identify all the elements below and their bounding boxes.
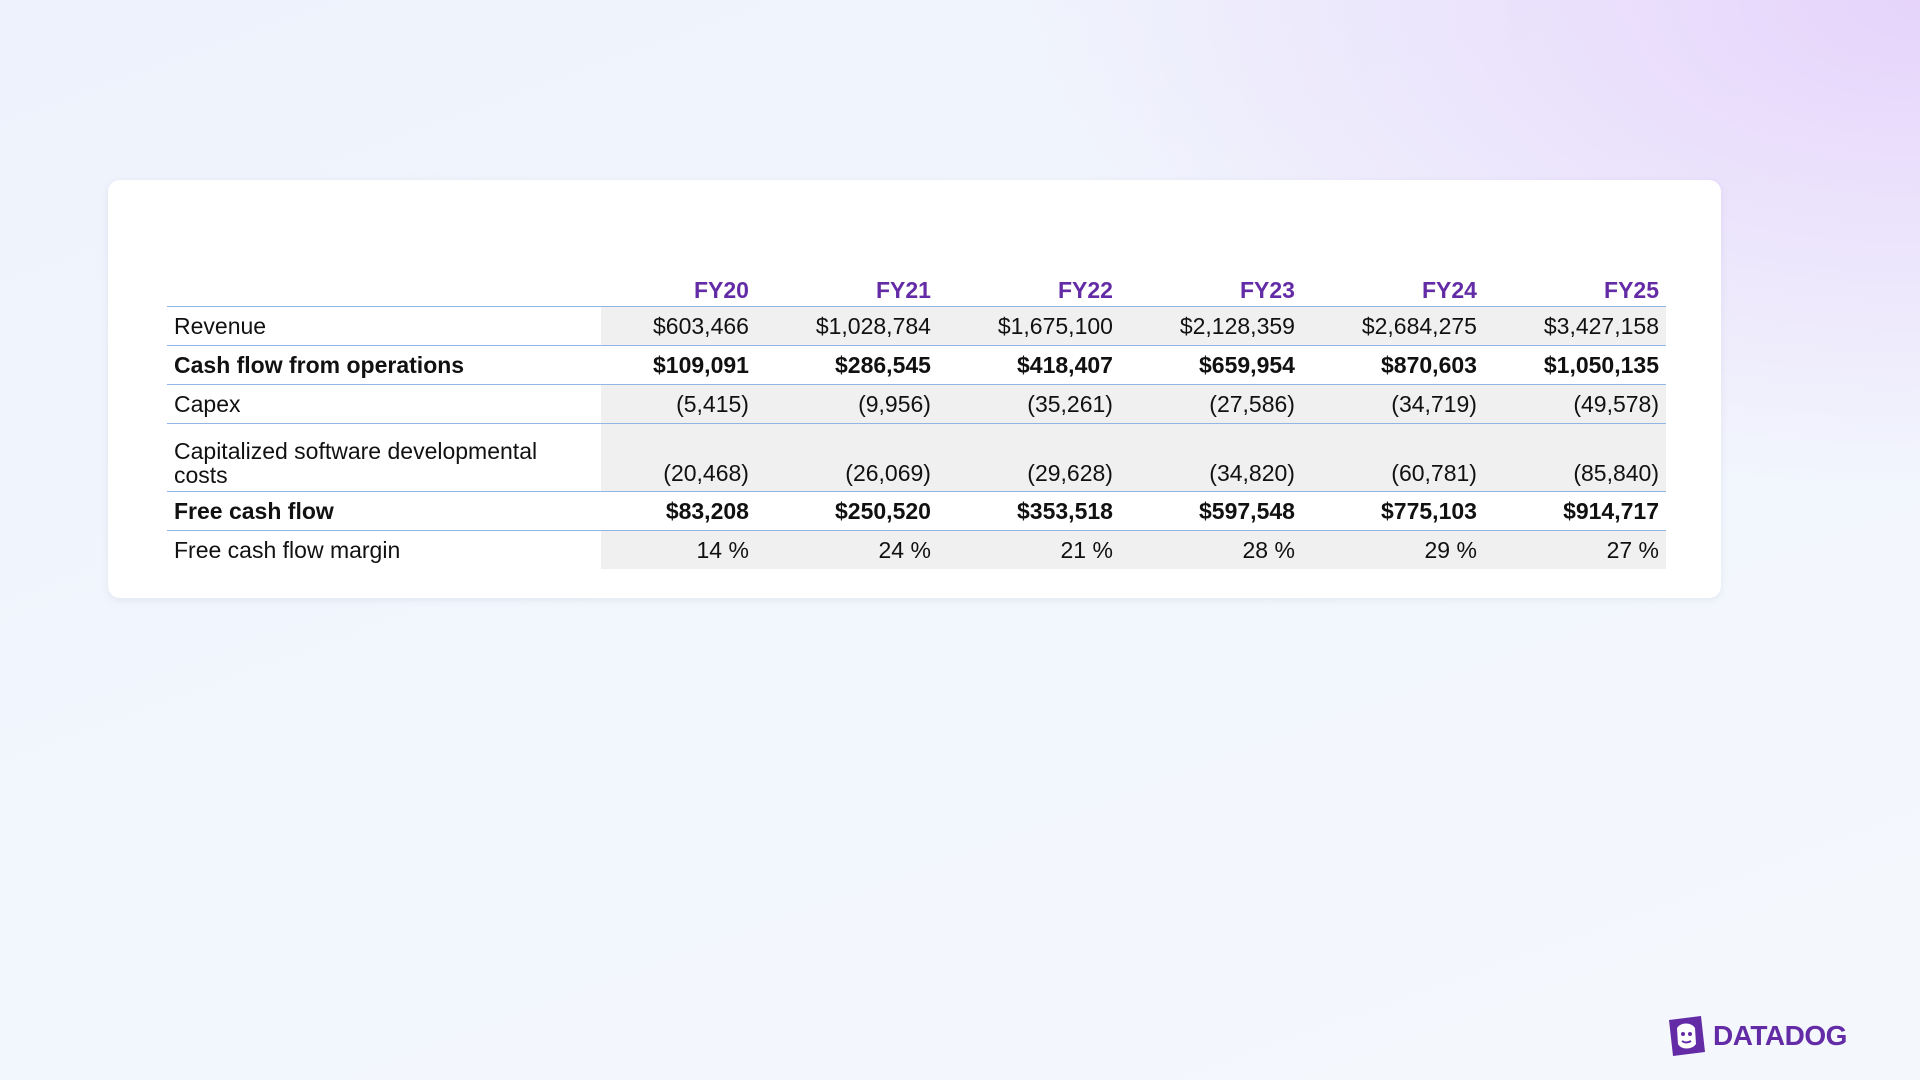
cell: $2,684,275 <box>1301 306 1484 346</box>
cell: (26,069) <box>755 423 938 492</box>
cell: $418,407 <box>937 345 1120 385</box>
cell: (85,840) <box>1483 423 1666 492</box>
cell: 28 % <box>1119 530 1302 569</box>
column-header: FY21 <box>755 270 938 307</box>
cell: (9,956) <box>755 384 938 424</box>
table-row: Revenue $603,466 $1,028,784 $1,675,100 $2,12… <box>167 306 1666 346</box>
cell: $603,466 <box>601 306 756 346</box>
table-row: Cash flow from operations $109,091 $286,54… <box>167 345 1666 385</box>
cell: (34,820) <box>1119 423 1302 492</box>
cell: $3,427,158 <box>1483 306 1666 346</box>
cell: $2,128,359 <box>1119 306 1302 346</box>
column-header: FY20 <box>601 270 756 307</box>
column-header: FY23 <box>1119 270 1302 307</box>
cell: (60,781) <box>1301 423 1484 492</box>
column-header: FY25 <box>1483 270 1666 307</box>
table-row: Free cash flow $83,208 $250,520 $353,518 $59… <box>167 491 1666 531</box>
cell: $109,091 <box>601 345 756 385</box>
row-label: Free cash flow margin <box>174 536 401 563</box>
card: FY20 FY21 FY22 FY23 FY24 FY25 Revenue $603,466… <box>108 180 1721 598</box>
cell: $1,028,784 <box>755 306 938 346</box>
table-body: Revenue $603,466 $1,028,784 $1,675,100 $2,12… <box>167 306 1666 569</box>
row-label: Capex <box>167 384 601 424</box>
cell: (27,586) <box>1119 384 1302 424</box>
cell: (49,578) <box>1483 384 1666 424</box>
cell: (29,628) <box>937 423 1120 492</box>
cell: $659,954 <box>1119 345 1302 385</box>
table-row: Capitalized software developmental costs… <box>167 423 1666 492</box>
cell: (34,719) <box>1301 384 1484 424</box>
cell: (5,415) <box>601 384 756 424</box>
cell: $83,208 <box>601 491 756 531</box>
row-label: Free cash flow <box>167 491 601 531</box>
cell: 27 % <box>1483 530 1666 569</box>
header-row: FY20 FY21 FY22 FY23 FY24 FY25 <box>167 270 1666 307</box>
cell: $286,545 <box>755 345 938 385</box>
cell: $1,050,135 <box>1483 345 1666 385</box>
logo-icon <box>1669 1016 1705 1056</box>
logo-text: DATADOG <box>1713 1020 1847 1051</box>
column-header: FY24 <box>1301 270 1484 307</box>
cell: $914,717 <box>1483 491 1666 531</box>
cell: $870,603 <box>1301 345 1484 385</box>
cell: 29 % <box>1301 530 1484 569</box>
row-label: Revenue <box>167 306 601 346</box>
cell: (35,261) <box>937 384 1120 424</box>
cell: $353,518 <box>937 491 1120 531</box>
row-label: Cash flow from operations <box>167 345 601 385</box>
cell: $597,548 <box>1119 491 1302 531</box>
cell: 21 % <box>937 530 1120 569</box>
logo: DATADOG <box>1665 1014 1847 1058</box>
header-blank <box>167 270 601 307</box>
cell: $775,103 <box>1301 491 1484 531</box>
column-header: FY22 <box>937 270 1120 307</box>
table-row: Capex (5,415) (9,956) (35,261) (27,586) (34,7… <box>167 384 1666 424</box>
cash-flow-table: FY20 FY21 FY22 FY23 FY24 FY25 Revenue $603,466… <box>167 270 1666 569</box>
row-label: Capitalized software developmental costs <box>167 423 601 492</box>
cell: $1,675,100 <box>937 306 1120 346</box>
cell: 14 % <box>601 530 756 569</box>
cell: $250,520 <box>755 491 938 531</box>
cell: 24 % <box>755 530 938 569</box>
table-row: Free cash flow margin 14 % 24 % 21 % 28 % 29 … <box>167 530 1666 569</box>
cell: (20,468) <box>601 423 756 492</box>
